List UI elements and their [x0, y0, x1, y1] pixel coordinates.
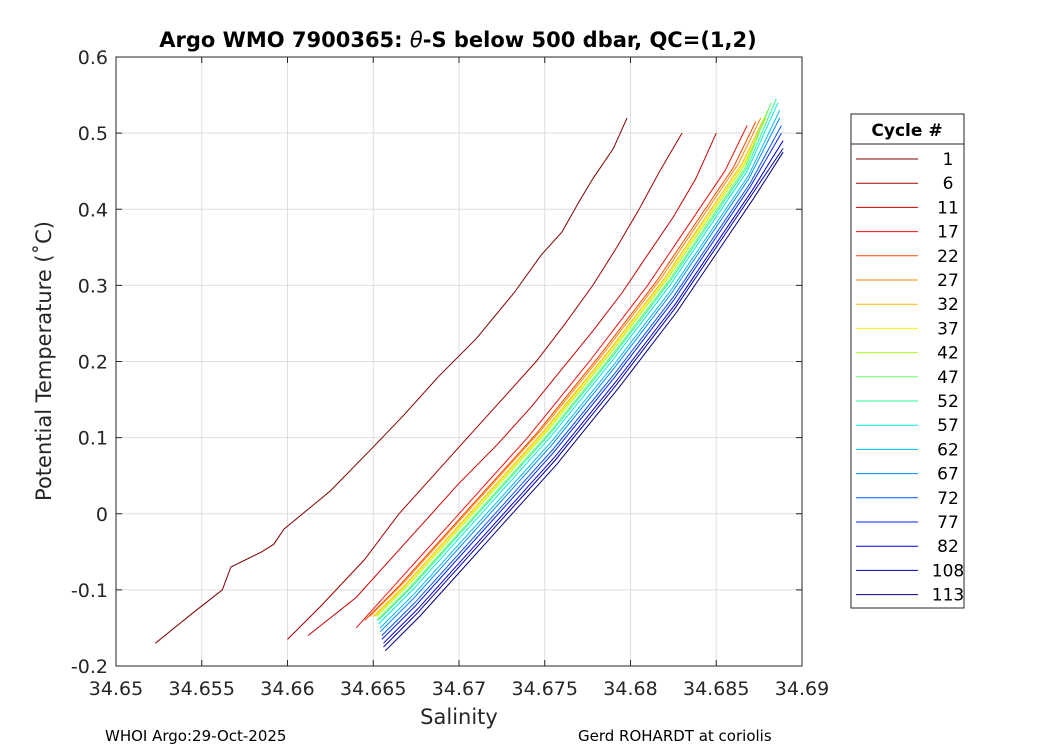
legend-label-27: 27: [937, 271, 959, 291]
legend-items: 1 6 11 17 22 27 32 37 42 47 52 57 62 67 72 77 82 108 113: [856, 150, 964, 606]
y-tick-label: 0.4: [78, 199, 108, 221]
y-axis-ticks: -0.2 -0.1 0 0.1 0.2 0.3 0.4 0.5 0.6: [71, 47, 802, 678]
series-line-cycle-22: [364, 121, 757, 621]
y-tick-label: 0.1: [78, 428, 108, 450]
legend-label-1: 1: [943, 150, 954, 170]
series-line-cycle-1: [155, 117, 628, 644]
y-tick-label: 0.3: [78, 275, 108, 297]
series-group: [155, 98, 784, 652]
legend-label-37: 37: [937, 319, 959, 339]
legend-label-108: 108: [932, 561, 964, 581]
x-tick-label: 34.67: [432, 678, 486, 700]
y-tick-label: -0.2: [71, 656, 108, 678]
legend-label-62: 62: [937, 440, 959, 460]
x-tick-label: 34.66: [260, 678, 314, 700]
series-line-cycle-6: [287, 132, 683, 640]
x-tick-label: 34.65: [89, 678, 143, 700]
series-line-cycle-17: [355, 125, 748, 629]
x-axis-ticks: 34.65 34.655 34.66 34.665 34.67 34.675 34.68 34…: [89, 57, 829, 700]
legend-title: Cycle #: [871, 121, 942, 141]
series-line-cycle-82: [383, 140, 784, 644]
legend-label-113: 113: [932, 586, 964, 606]
y-tick-label: 0: [96, 504, 108, 526]
legend-label-72: 72: [937, 489, 959, 509]
legend-label-47: 47: [937, 368, 959, 388]
series-line-cycle-62: [379, 110, 781, 629]
legend: Cycle # 1 6 11 17 22 27 32 37 42 47 52 57 62 67 72 77 82…: [850, 113, 965, 609]
legend-label-6: 6: [943, 174, 954, 194]
legend-label-42: 42: [937, 344, 959, 364]
x-tick-label: 34.685: [683, 678, 749, 700]
y-tick-label: 0.5: [78, 123, 108, 145]
legend-label-17: 17: [937, 223, 959, 243]
chart-title-theta: θ: [410, 28, 423, 52]
footer-right: Gerd ROHARDT at coriolis: [578, 727, 772, 745]
legend-label-67: 67: [937, 465, 959, 485]
series-line-cycle-77: [381, 132, 782, 640]
series-line-cycle-57: [378, 102, 779, 625]
series-line-cycle-72: [381, 125, 782, 636]
series-line-cycle-52: [378, 98, 777, 621]
y-tick-label: -0.1: [71, 580, 108, 602]
legend-label-52: 52: [937, 392, 959, 412]
legend-label-57: 57: [937, 416, 959, 436]
legend-label-22: 22: [937, 247, 959, 267]
chart-title: Argo WMO 7900365: θ-S below 500 dbar, QC…: [159, 28, 756, 52]
series-line-cycle-11: [307, 132, 717, 636]
x-axis-label: Salinity: [420, 705, 498, 729]
y-tick-label: 0.6: [78, 47, 108, 69]
chart-title-suffix: -S below 500 dbar, QC=(1,2): [423, 28, 757, 52]
series-line-cycle-32: [372, 117, 765, 617]
series-line-cycle-113: [384, 151, 784, 652]
x-tick-label: 34.675: [512, 678, 578, 700]
x-tick-label: 34.655: [169, 678, 235, 700]
y-tick-label: 0.2: [78, 352, 108, 374]
legend-label-11: 11: [937, 198, 959, 218]
x-tick-label: 34.68: [603, 678, 657, 700]
legend-label-77: 77: [937, 513, 959, 533]
series-line-cycle-27: [369, 117, 762, 617]
y-axis-label: Potential Temperature (˚C): [32, 221, 56, 501]
chart-title-prefix: Argo WMO 7900365:: [159, 28, 410, 52]
series-line-cycle-47: [376, 102, 772, 621]
legend-box: [850, 113, 965, 609]
x-tick-label: 34.665: [340, 678, 406, 700]
series-line-cycle-42: [376, 110, 769, 617]
footer-left: WHOI Argo:29-Oct-2025: [105, 727, 286, 745]
grid-lines: [116, 57, 802, 666]
x-tick-label: 34.69: [775, 678, 829, 700]
series-line-cycle-67: [379, 117, 781, 633]
legend-label-82: 82: [937, 537, 959, 557]
series-line-cycle-37: [374, 117, 767, 617]
series-line-cycle-108: [383, 148, 784, 648]
legend-label-32: 32: [937, 295, 959, 315]
